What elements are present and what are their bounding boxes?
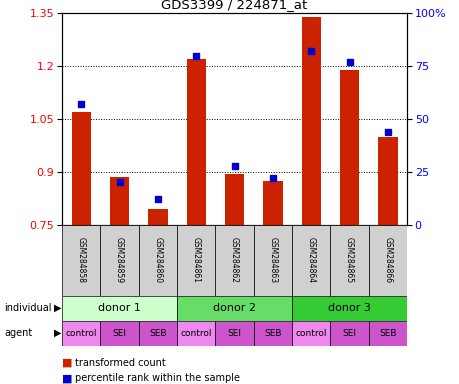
Text: GSM284863: GSM284863 [268, 237, 277, 283]
Bar [263, 180, 282, 225]
Text: transformed count: transformed count [74, 358, 165, 368]
Text: percentile rank within the sample: percentile rank within the sample [74, 373, 239, 383]
Bar [291, 225, 330, 296]
Bar [253, 225, 291, 296]
Bar [368, 225, 406, 296]
Text: SEB: SEB [263, 329, 281, 338]
Bar [139, 225, 177, 296]
Text: GSM284861: GSM284861 [191, 237, 200, 283]
Text: individual: individual [5, 303, 52, 313]
Bar [186, 59, 206, 225]
Text: SEI: SEI [112, 329, 126, 338]
Bar [215, 321, 253, 346]
Text: ▶: ▶ [54, 328, 62, 338]
Bar [110, 177, 129, 225]
Text: GSM284866: GSM284866 [383, 237, 392, 283]
Bar [339, 70, 358, 225]
Bar [62, 225, 100, 296]
Text: GSM284865: GSM284865 [344, 237, 353, 283]
Text: control: control [65, 329, 97, 338]
Bar [100, 321, 139, 346]
Text: control: control [180, 329, 212, 338]
Bar [378, 137, 397, 225]
Text: SEI: SEI [227, 329, 241, 338]
Title: GDS3399 / 224871_at: GDS3399 / 224871_at [161, 0, 307, 11]
Text: donor 3: donor 3 [327, 303, 370, 313]
Bar [224, 174, 244, 225]
Text: agent: agent [5, 328, 33, 338]
Text: SEB: SEB [149, 329, 166, 338]
Text: GSM284860: GSM284860 [153, 237, 162, 283]
Bar [62, 321, 100, 346]
Bar [177, 321, 215, 346]
Bar [291, 321, 330, 346]
Text: SEB: SEB [378, 329, 396, 338]
Text: ■: ■ [62, 373, 73, 383]
Bar [330, 321, 368, 346]
Bar [72, 112, 91, 225]
Bar [177, 296, 291, 321]
Bar [253, 321, 291, 346]
Text: GSM284859: GSM284859 [115, 237, 124, 283]
Bar [100, 225, 139, 296]
Bar [291, 296, 406, 321]
Text: donor 1: donor 1 [98, 303, 141, 313]
Text: SEI: SEI [342, 329, 356, 338]
Text: GSM284862: GSM284862 [230, 237, 239, 283]
Bar [62, 296, 177, 321]
Text: GSM284864: GSM284864 [306, 237, 315, 283]
Text: donor 2: donor 2 [213, 303, 256, 313]
Bar [148, 209, 167, 225]
Bar [139, 321, 177, 346]
Text: control: control [295, 329, 326, 338]
Bar [330, 225, 368, 296]
Bar [215, 225, 253, 296]
Text: ▶: ▶ [54, 303, 62, 313]
Text: GSM284858: GSM284858 [77, 237, 85, 283]
Bar [301, 17, 320, 225]
Text: ■: ■ [62, 358, 73, 368]
Bar [368, 321, 406, 346]
Bar [177, 225, 215, 296]
